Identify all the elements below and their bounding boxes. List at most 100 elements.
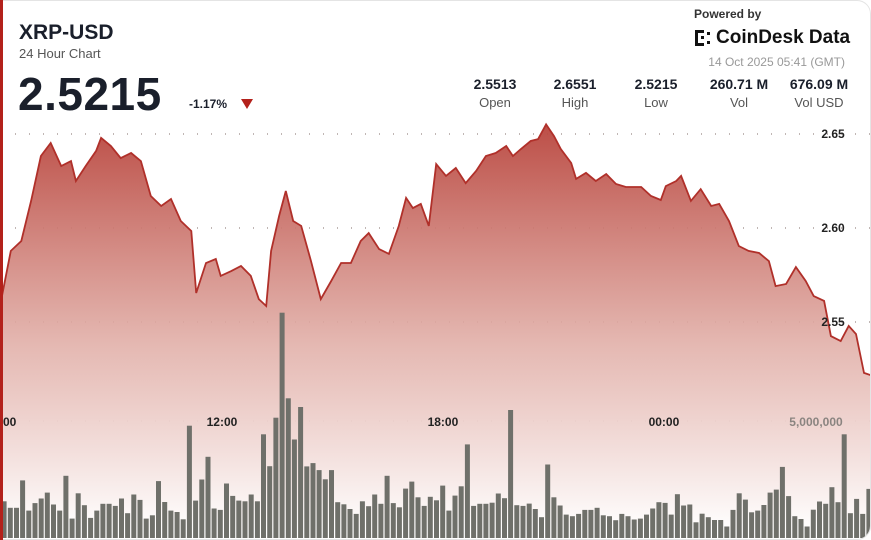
stat-vol-usd: 676.09 M Vol USD <box>774 76 864 110</box>
volume-bar <box>75 493 81 538</box>
price-line <box>1 122 870 376</box>
volume-bar <box>699 513 705 538</box>
volume-bar <box>347 509 353 538</box>
volume-bar <box>817 501 822 538</box>
volume-bar <box>786 496 792 538</box>
volume-bar <box>248 494 254 538</box>
volume-bar <box>773 489 779 538</box>
volume-bar <box>860 513 866 538</box>
volume-bar <box>366 506 372 538</box>
volume-bar <box>557 505 563 538</box>
volume-bar <box>341 504 347 538</box>
x-tick-label: 06:00 <box>1 415 17 429</box>
volume-bar <box>576 513 582 538</box>
volume-bar <box>502 498 507 538</box>
volume-bar <box>199 479 205 538</box>
volume-bar <box>705 517 711 538</box>
volume-bar <box>162 502 168 538</box>
volume-bar <box>236 500 242 538</box>
volume-bar <box>539 517 544 538</box>
volume-bar <box>100 503 106 538</box>
volume-bar <box>551 497 557 538</box>
volume-bar <box>119 498 124 538</box>
stat-value: 2.5513 <box>473 76 517 92</box>
stat-open: 2.5513 Open <box>450 76 540 110</box>
volume-bar <box>674 494 680 538</box>
coindesk-logo: CoinDesk Data <box>694 27 850 49</box>
volume-bar <box>94 510 100 538</box>
volume-bar <box>254 501 260 538</box>
volume-bar <box>81 505 87 538</box>
volume-bar <box>495 493 501 538</box>
volume-bar <box>724 526 730 538</box>
volume-bar <box>310 463 316 538</box>
volume-bar <box>88 517 94 538</box>
volume-bar <box>712 520 717 538</box>
coindesk-mark-icon <box>695 30 710 46</box>
stat-value: 260.71 M <box>709 76 769 92</box>
volume-bar <box>730 509 736 538</box>
volume-bar <box>489 502 495 538</box>
volume-bar <box>650 508 656 538</box>
volume-bar <box>186 425 192 538</box>
volume-bar <box>205 456 211 538</box>
volume-bar <box>804 526 810 538</box>
volume-bar <box>440 485 446 538</box>
y-tick-label: 2.60 <box>821 221 845 235</box>
volume-bar <box>798 519 804 538</box>
logo-text: CoinDesk Data <box>716 27 851 48</box>
volume-bar <box>304 466 310 538</box>
volume-bar <box>137 499 143 538</box>
volume-bar <box>224 483 229 538</box>
volume-bar <box>755 510 761 538</box>
volume-bar <box>619 513 625 538</box>
volume-bar <box>316 470 322 538</box>
volume-bar <box>51 504 56 538</box>
volume-bar <box>20 480 26 538</box>
volume-bar <box>372 494 378 538</box>
volume-bar <box>854 498 860 538</box>
volume-bar <box>378 503 384 538</box>
volume-bar <box>600 515 606 538</box>
volume-bar <box>607 516 612 538</box>
volume-bar <box>112 505 118 538</box>
volume-bar <box>353 513 359 538</box>
volume-bar <box>835 502 841 538</box>
stat-label: Vol <box>729 95 749 110</box>
volume-bar <box>335 502 341 538</box>
stat-label: High <box>561 95 589 110</box>
volume-bar <box>588 509 594 538</box>
volume-bar <box>57 510 63 538</box>
volume-bar <box>298 407 304 538</box>
stat-vol: 260.71 M Vol <box>694 76 784 110</box>
volume-tick-label: 5,000,000 <box>789 415 843 429</box>
volume-bar <box>582 509 588 538</box>
volume-bar <box>359 501 365 538</box>
powered-by: Powered by <box>694 7 762 21</box>
stat-high: 2.6551 High <box>530 76 620 110</box>
volume-bar <box>421 505 427 538</box>
volume-bar <box>477 503 483 538</box>
volume-bar <box>446 510 452 538</box>
volume-bar <box>532 509 538 538</box>
volume-bar <box>427 496 433 538</box>
volume-bar <box>458 486 464 538</box>
volume-bar <box>767 492 773 538</box>
volume-bar <box>384 475 390 538</box>
volume-bar <box>693 522 699 538</box>
volume-bar <box>687 504 693 538</box>
volume-bar <box>847 513 853 538</box>
volume-bar <box>866 488 870 538</box>
volume-bar <box>174 512 180 538</box>
stat-label: Vol USD <box>794 95 844 110</box>
y-tick-label: 2.55 <box>821 315 845 329</box>
stat-value: 2.6551 <box>553 76 597 92</box>
volume-bar <box>149 515 155 538</box>
timestamp: 14 Oct 2025 05:41 (GMT) <box>708 55 845 69</box>
volume-bar <box>594 507 600 538</box>
volume-bar <box>403 488 409 538</box>
volume-bar <box>761 505 767 538</box>
volume-bar <box>631 519 637 538</box>
volume-bar <box>508 410 514 538</box>
volume-bar <box>613 520 619 538</box>
